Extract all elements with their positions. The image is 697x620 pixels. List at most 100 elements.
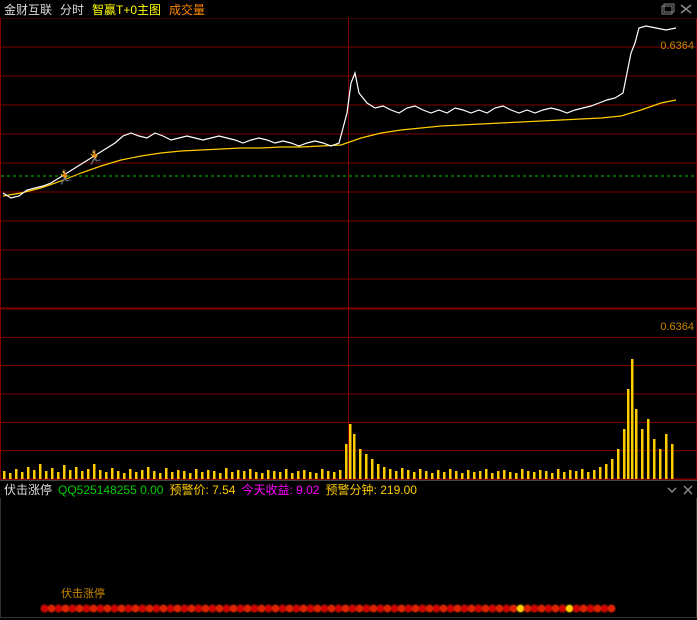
signal-dot: [293, 605, 300, 612]
indicator-bar: 伏击涨停 QQ525148255 0.00 预警价: 7.54 今天收益: 9.…: [0, 480, 697, 498]
volume-chart-svg: [1, 309, 696, 479]
signal-dot: [342, 605, 349, 612]
alert-price: 预警价: 7.54: [169, 481, 235, 498]
signal-dot: [251, 605, 258, 612]
signal-marker: 🏃: [56, 169, 73, 186]
signal-dot: [482, 605, 489, 612]
signal-dot: [146, 605, 153, 612]
signal-dot: [48, 605, 55, 612]
signal-dot: [244, 605, 251, 612]
signal-dot: [307, 605, 314, 612]
restore-icon[interactable]: [661, 3, 675, 15]
signal-dot: [55, 605, 62, 612]
period-label: 分时: [60, 1, 84, 18]
signal-dot: [426, 605, 433, 612]
signal-dot: [237, 605, 244, 612]
indicator-qq: QQ525148255 0.00: [58, 483, 163, 497]
signal-dot: [300, 605, 307, 612]
signal-dot: [83, 605, 90, 612]
signal-dot: [349, 605, 356, 612]
signal-dot: [419, 605, 426, 612]
main-indicator-label: 智赢T+0主图: [92, 1, 161, 18]
signal-dot: [195, 605, 202, 612]
signal-dot: [412, 605, 419, 612]
signal-dot: [258, 605, 265, 612]
signal-dot: [531, 605, 538, 612]
signal-dot: [118, 605, 125, 612]
signal-dot: [69, 605, 76, 612]
price-chart-svg: [1, 18, 696, 308]
signal-dot: [503, 605, 510, 612]
signal-dot: [76, 605, 83, 612]
signal-dot: [111, 605, 118, 612]
signal-dot: [454, 605, 461, 612]
close-panel-icon[interactable]: [683, 485, 693, 495]
signal-dot: [223, 605, 230, 612]
signal-dot: [328, 605, 335, 612]
signal-dot: [125, 605, 132, 612]
signal-dot: [566, 605, 573, 612]
signal-dot: [181, 605, 188, 612]
signal-dot: [517, 605, 524, 612]
signal-marker: 🏃: [86, 149, 103, 166]
signal-dot: [104, 605, 111, 612]
today-gain: 今天收益: 9.02: [241, 481, 319, 498]
signal-dot: [209, 605, 216, 612]
signal-dot: [314, 605, 321, 612]
signal-dot: [286, 605, 293, 612]
volume-axis-label: 0.6364: [660, 321, 694, 333]
signal-dot: [97, 605, 104, 612]
signal-dot: [139, 605, 146, 612]
signal-dot: [398, 605, 405, 612]
price-panel[interactable]: 🏃 🏃 0.6364: [1, 18, 696, 308]
signal-dot: [559, 605, 566, 612]
chart-header: 金财互联 分时 智赢T+0主图 成交量: [0, 0, 697, 18]
signal-dot: [545, 605, 552, 612]
signal-dot: [153, 605, 160, 612]
signal-dot: [230, 605, 237, 612]
signal-dot: [279, 605, 286, 612]
volume-label: 成交量: [169, 1, 205, 18]
signal-dot: [391, 605, 398, 612]
signal-dot: [447, 605, 454, 612]
signal-dot: [335, 605, 342, 612]
signal-dot: [468, 605, 475, 612]
signal-dot: [202, 605, 209, 612]
signal-dot: [160, 605, 167, 612]
signal-dot: [62, 605, 69, 612]
signal-dot: [608, 605, 615, 612]
signal-dot: [41, 605, 48, 612]
signal-dot: [356, 605, 363, 612]
signal-dot: [384, 605, 391, 612]
signal-dot: [174, 605, 181, 612]
signal-dot: [321, 605, 328, 612]
sub-indicator-panel[interactable]: 伏击涨停: [0, 498, 697, 618]
price-axis-label: 0.6364: [660, 40, 694, 52]
signal-dot: [188, 605, 195, 612]
signal-dot: [573, 605, 580, 612]
signal-dot: [475, 605, 482, 612]
volume-panel[interactable]: 0.6364: [1, 308, 696, 478]
sub-panel-title: 伏击涨停: [61, 585, 105, 601]
signal-dot: [524, 605, 531, 612]
stock-name: 金财互联: [4, 1, 52, 18]
signal-dot-strip: [41, 601, 656, 615]
signal-dot: [132, 605, 139, 612]
signal-dot: [580, 605, 587, 612]
signal-dot: [363, 605, 370, 612]
signal-dot: [538, 605, 545, 612]
dropdown-icon[interactable]: [667, 485, 677, 495]
signal-dot: [440, 605, 447, 612]
signal-dot: [594, 605, 601, 612]
signal-dot: [496, 605, 503, 612]
signal-dot: [433, 605, 440, 612]
signal-dot: [90, 605, 97, 612]
signal-dot: [167, 605, 174, 612]
alert-min: 预警分钟: 219.00: [326, 481, 417, 498]
signal-dot: [216, 605, 223, 612]
signal-dot: [370, 605, 377, 612]
indicator-name: 伏击涨停: [4, 481, 52, 498]
signal-dot: [601, 605, 608, 612]
signal-dot: [461, 605, 468, 612]
close-icon[interactable]: [679, 3, 693, 15]
